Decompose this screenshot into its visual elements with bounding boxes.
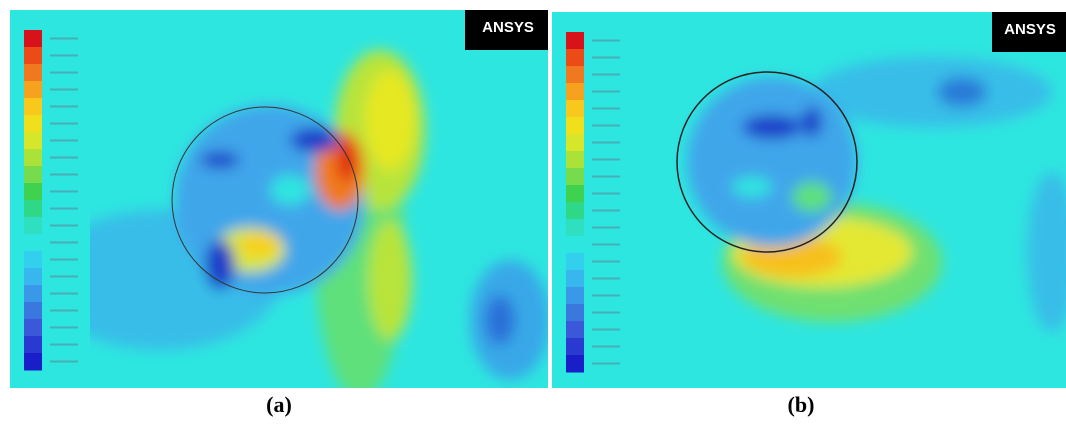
legend-swatch <box>566 236 584 254</box>
legend-label-placeholder <box>50 190 78 193</box>
logo-box <box>465 10 548 50</box>
legend-label-placeholder <box>50 173 78 176</box>
legend-swatch <box>24 81 42 99</box>
legend-swatch <box>24 115 42 133</box>
color-legend <box>552 12 632 388</box>
legend-swatch <box>566 202 584 220</box>
legend-label-placeholder <box>50 224 78 227</box>
legend-swatch <box>566 219 584 237</box>
legend-label-placeholder <box>592 277 620 280</box>
contour-plot-a: ANSYS <box>10 10 548 388</box>
color-legend <box>10 10 90 388</box>
legend-label-placeholder <box>50 71 78 74</box>
legend-swatch <box>566 168 584 186</box>
legend-label-placeholder <box>592 56 620 59</box>
legend-label-placeholder <box>50 292 78 295</box>
legend-label-placeholder <box>50 241 78 244</box>
legend-label-placeholder <box>592 175 620 178</box>
legend-swatch <box>24 234 42 252</box>
legend-label-placeholder <box>50 139 78 142</box>
legend-label-placeholder <box>592 209 620 212</box>
legend-swatch <box>24 217 42 235</box>
legend-swatch <box>24 47 42 65</box>
legend-swatch <box>24 268 42 286</box>
legend-swatch <box>566 287 584 305</box>
logo-text: ANSYS <box>482 19 534 36</box>
legend-label-placeholder <box>592 328 620 331</box>
rotor-outline <box>676 71 858 253</box>
legend-swatch <box>24 132 42 150</box>
legend-label-placeholder <box>592 311 620 314</box>
legend-swatch <box>566 117 584 135</box>
legend-label-placeholder <box>50 343 78 346</box>
legend-label-placeholder <box>50 309 78 312</box>
legend-swatch <box>566 185 584 203</box>
legend-swatch <box>566 66 584 84</box>
legend-label-placeholder <box>592 345 620 348</box>
legend-label-placeholder <box>592 158 620 161</box>
legend-label-placeholder <box>592 362 620 365</box>
logo-text: ANSYS <box>1004 21 1056 38</box>
legend-label-placeholder <box>592 260 620 263</box>
legend-swatch <box>566 355 584 373</box>
legend-label-placeholder <box>592 141 620 144</box>
logo-box <box>992 12 1066 52</box>
legend-swatch <box>566 338 584 356</box>
caption: (a) <box>266 392 292 417</box>
legend-label-placeholder <box>50 326 78 329</box>
legend-label-placeholder <box>592 107 620 110</box>
legend-swatch <box>566 83 584 101</box>
legend-label-placeholder <box>50 360 78 363</box>
legend-label-placeholder <box>50 88 78 91</box>
legend-label-placeholder <box>592 243 620 246</box>
contours <box>687 57 1066 332</box>
legend-swatch <box>24 166 42 184</box>
legend-swatch <box>24 98 42 116</box>
legend-swatch <box>24 30 42 48</box>
legend-label-placeholder <box>50 105 78 108</box>
legend-label-placeholder <box>592 192 620 195</box>
legend-label-placeholder <box>592 39 620 42</box>
legend-label-placeholder <box>50 156 78 159</box>
legend-swatch <box>24 251 42 269</box>
legend-swatch <box>24 302 42 320</box>
contours <box>40 50 548 388</box>
contour-plot-b: ANSYS <box>552 12 1066 388</box>
legend-label-placeholder <box>592 226 620 229</box>
legend-label-placeholder <box>50 258 78 261</box>
legend-label-placeholder <box>592 90 620 93</box>
legend-label-placeholder <box>592 294 620 297</box>
legend-label-placeholder <box>592 124 620 127</box>
rotor-outline <box>171 106 359 294</box>
legend-swatch <box>24 285 42 303</box>
legend-swatch <box>24 183 42 201</box>
legend-swatch <box>24 64 42 82</box>
legend-swatch <box>566 49 584 67</box>
legend-swatch <box>24 353 42 371</box>
legend-swatch <box>566 32 584 50</box>
legend-swatch <box>566 270 584 288</box>
legend-background <box>552 12 632 388</box>
legend-swatch <box>24 336 42 354</box>
legend-label-placeholder <box>50 275 78 278</box>
legend-swatch <box>24 149 42 167</box>
legend-swatch <box>566 304 584 322</box>
legend-label-placeholder <box>50 207 78 210</box>
legend-label-placeholder <box>50 37 78 40</box>
legend-swatch <box>566 100 584 118</box>
legend-label-placeholder <box>50 54 78 57</box>
legend-swatch <box>24 200 42 218</box>
legend-swatch <box>566 151 584 169</box>
legend-swatch <box>566 134 584 152</box>
legend-background <box>10 10 90 388</box>
legend-swatch <box>566 253 584 271</box>
legend-label-placeholder <box>592 73 620 76</box>
legend-swatch <box>566 321 584 339</box>
legend-swatch <box>24 319 42 337</box>
legend-label-placeholder <box>50 122 78 125</box>
caption: (b) <box>787 392 815 417</box>
